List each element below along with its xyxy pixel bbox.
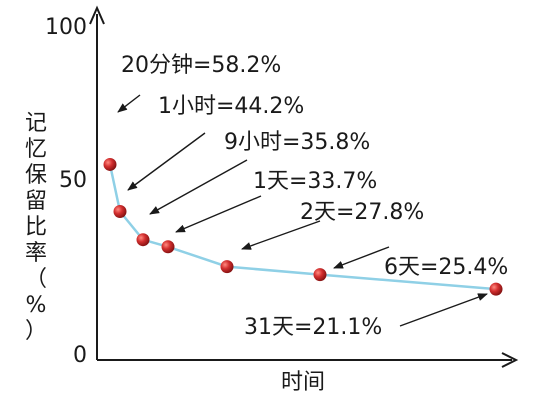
data-point-6 (313, 268, 327, 282)
x-axis-label: 时间 (281, 370, 325, 395)
series-layer (103, 157, 503, 296)
annotation-layer: 20分钟=58.2% 1小时=44.2% 9小时=35.8% 1天=33.7% 2天=2… (117, 53, 508, 340)
annotation-label-3: 9小时=35.8% (224, 130, 370, 155)
data-point-3 (136, 233, 150, 247)
annotation-label-6: 6天=25.4% (384, 255, 508, 280)
annotation-label-2: 1小时=44.2% (158, 94, 304, 119)
data-point-2 (113, 204, 127, 218)
data-point-5 (220, 260, 234, 274)
annotation-arrow-5 (241, 220, 321, 250)
y-tick-label-50: 50 (59, 168, 87, 193)
y-tick-label-0: 0 (73, 343, 87, 368)
data-point-1 (103, 157, 117, 171)
annotation-label-5: 2天=27.8% (300, 200, 424, 225)
data-point-4 (161, 240, 175, 254)
x-axis-arrow-icon (501, 352, 519, 368)
annotation-arrow-3 (149, 159, 248, 215)
annotation-label-1: 20分钟=58.2% (121, 53, 281, 78)
y-axis-label: 记忆保留比率（%） (25, 111, 47, 344)
y-axis-arrow-icon (89, 5, 105, 25)
annotation-label-4: 1天=33.7% (253, 169, 377, 194)
annotation-arrow-4 (175, 195, 262, 233)
y-tick-label-100: 100 (45, 15, 87, 40)
annotation-arrow-2 (127, 132, 206, 191)
annotation-arrow-1 (117, 94, 141, 113)
annotation-arrow-6 (333, 246, 390, 269)
annotation-arrow-7 (399, 293, 488, 327)
data-point-7 (489, 282, 503, 296)
annotation-label-7: 31天=21.1% (244, 315, 382, 340)
